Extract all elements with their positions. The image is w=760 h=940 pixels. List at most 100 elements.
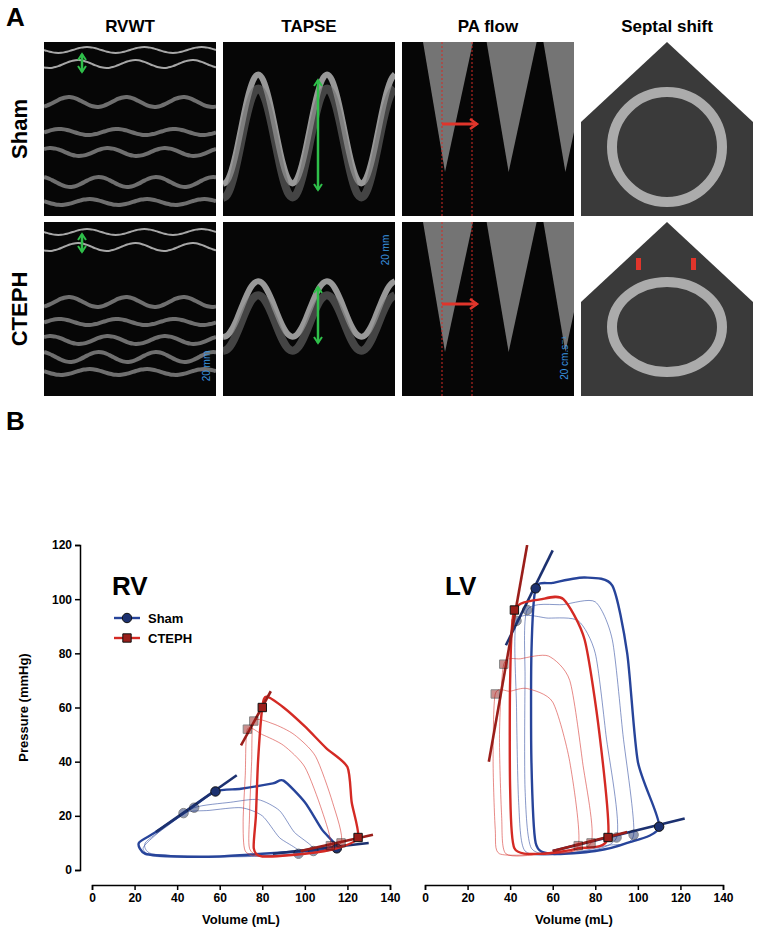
legend: ShamCTEPH [114, 611, 192, 646]
echo-arrow [442, 303, 477, 306]
echo-image [402, 222, 574, 396]
figure: ARVWTTAPSEPA flowSeptal shiftShamCTEPH20… [0, 0, 760, 940]
tick: 140 [713, 885, 733, 905]
tick-label: 0 [65, 863, 72, 877]
pv-chart: 020406080100120140Volume (mL)LV [422, 545, 734, 927]
echo-arrow-head [314, 337, 322, 343]
tick-label: 0 [422, 891, 429, 905]
echo-texture [423, 222, 473, 352]
pv-loop [139, 780, 337, 857]
echo-texture [44, 60, 216, 68]
echo-texture [44, 199, 216, 205]
echo-texture [581, 42, 753, 216]
pv-loop [531, 577, 659, 853]
axis-line [75, 546, 81, 871]
axis-line [426, 886, 724, 891]
echo-image [44, 42, 216, 216]
pv-point [337, 839, 345, 847]
tick-mark [723, 885, 725, 890]
scale-label: 20 cm.s⁻¹ [559, 336, 570, 380]
espvr-line [156, 775, 237, 832]
tick: 0 [89, 885, 96, 905]
pv-point [258, 703, 266, 711]
pv-point [522, 605, 531, 614]
pv-point [491, 690, 499, 698]
edpvr-line [553, 819, 685, 852]
echo-arrow-head [314, 80, 322, 86]
tick-label: 60 [59, 701, 73, 715]
echo-texture [423, 42, 473, 172]
echo-texture [44, 97, 216, 107]
tick-label: 100 [52, 593, 72, 607]
echo-arrow [317, 287, 320, 343]
tick: 40 [59, 755, 80, 769]
x-axis: 020406080100120140 [89, 885, 401, 905]
tick-label: 40 [59, 755, 73, 769]
pv-point [629, 830, 638, 839]
pv-point [354, 833, 362, 841]
tick: 20 [461, 885, 475, 905]
echo-texture [612, 92, 722, 202]
tick-mark [75, 545, 80, 547]
echo-arrow-head [78, 246, 86, 252]
tick: 40 [171, 885, 185, 905]
tick-mark [347, 885, 349, 890]
tick: 20 [59, 809, 80, 823]
echo-texture [44, 369, 216, 375]
axis-title: Pressure (mmHg) [16, 653, 31, 761]
tick-label: 80 [256, 891, 270, 905]
pv-point [179, 808, 188, 817]
echo-background [223, 222, 395, 396]
tick-label: 0 [89, 891, 96, 905]
tick-mark [305, 885, 307, 890]
echo-texture [44, 336, 216, 344]
pv-point [189, 803, 198, 812]
tick-mark [134, 885, 136, 890]
legend-label: Sham [148, 611, 183, 626]
tick-label: 100 [295, 891, 315, 905]
echo-arrow [317, 80, 320, 190]
scale-label: 20 mm [201, 351, 212, 382]
echo-image [223, 42, 395, 216]
echo-texture [44, 229, 216, 235]
row-label: CTEPH [7, 272, 32, 347]
echo-arrow-head [314, 287, 322, 293]
tick-label: 20 [128, 891, 142, 905]
column-header: PA flow [458, 17, 519, 36]
tick: 0 [65, 863, 80, 877]
column-header: TAPSE [281, 17, 336, 36]
echo-texture [44, 47, 216, 53]
pv-loop [510, 597, 609, 854]
echo-image [44, 222, 216, 396]
echo-image [402, 42, 574, 216]
pv-point [211, 787, 220, 796]
axis-title: Volume (mL) [202, 912, 280, 927]
pv-point [654, 822, 663, 831]
pv-point [250, 717, 258, 725]
legend-marker [123, 634, 131, 642]
pv-point [243, 725, 251, 733]
echo-texture [44, 148, 216, 156]
tick-label: 80 [589, 891, 603, 905]
chart-title: RV [112, 571, 148, 601]
tick-label: 140 [713, 891, 733, 905]
echo-arrow-head [470, 299, 477, 309]
tick-mark [467, 885, 469, 890]
tick-mark [75, 870, 80, 872]
espvr-line [241, 691, 271, 745]
scale-label: 20 mm [380, 235, 391, 266]
echo-arrow-head [470, 119, 477, 129]
echo-texture [543, 42, 574, 172]
tick: 60 [547, 885, 561, 905]
tick-mark [262, 885, 264, 890]
pv-point [531, 584, 540, 593]
echo-image [581, 42, 753, 216]
x-axis: 020406080100120140 [422, 885, 734, 905]
echo-background [44, 222, 216, 396]
echo-texture [612, 282, 722, 372]
column-header: RVWT [105, 17, 155, 36]
pv-chart: 020406080100120140Volume (mL)02040608010… [16, 538, 401, 927]
tick-mark [75, 707, 80, 709]
tick-label: 40 [504, 891, 518, 905]
tick-mark [75, 761, 80, 763]
